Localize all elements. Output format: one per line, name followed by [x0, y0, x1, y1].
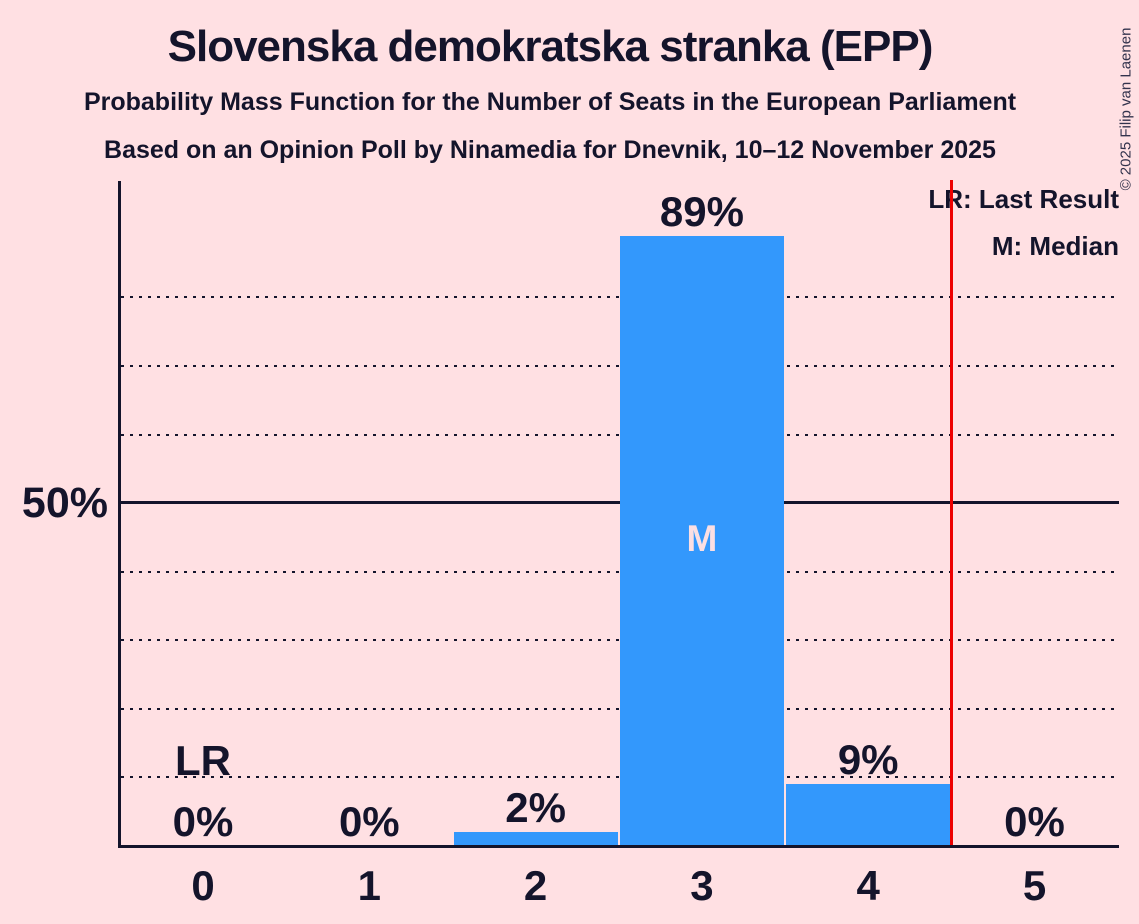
x-tick-3: 3	[690, 862, 714, 909]
y-axis-line	[118, 181, 121, 847]
bar-seat-3	[619, 236, 784, 846]
x-tick-4: 4	[856, 862, 880, 909]
bar-value-label-2: 2%	[505, 784, 566, 831]
x-tick-0: 0	[191, 862, 215, 909]
copyright-note: © 2025 Filip van Laenen	[1117, 27, 1135, 191]
bar-value-label-3: 89%	[659, 188, 744, 235]
legend-median: M: Median	[991, 231, 1119, 261]
last-result-line	[950, 180, 953, 846]
bar-value-label-5: 0%	[1004, 798, 1065, 845]
legend-last-result: LR: Last Result	[928, 184, 1119, 214]
median-marker: M	[686, 518, 718, 559]
chart-title: Slovenska demokratska stranka (EPP)	[167, 22, 934, 71]
y-tick-50pct: 50%	[21, 479, 108, 527]
x-axis-line	[118, 845, 1119, 848]
chart-subtitle-line1: Probability Mass Function for the Number…	[83, 88, 1017, 116]
x-tick-5: 5	[1022, 862, 1047, 909]
bar-seat-2	[453, 832, 618, 846]
bar-value-label-4: 9%	[837, 736, 899, 783]
x-tick-1: 1	[357, 862, 381, 909]
x-tick-2: 2	[523, 862, 548, 909]
bar-value-label-1: 0%	[338, 798, 400, 845]
bar-seat-4	[786, 784, 951, 846]
chart-subtitle-line2: Based on an Opinion Poll by Ninamedia fo…	[104, 136, 996, 164]
last-result-tag: LR	[175, 737, 231, 784]
bar-value-label-0: 0%	[172, 798, 234, 845]
